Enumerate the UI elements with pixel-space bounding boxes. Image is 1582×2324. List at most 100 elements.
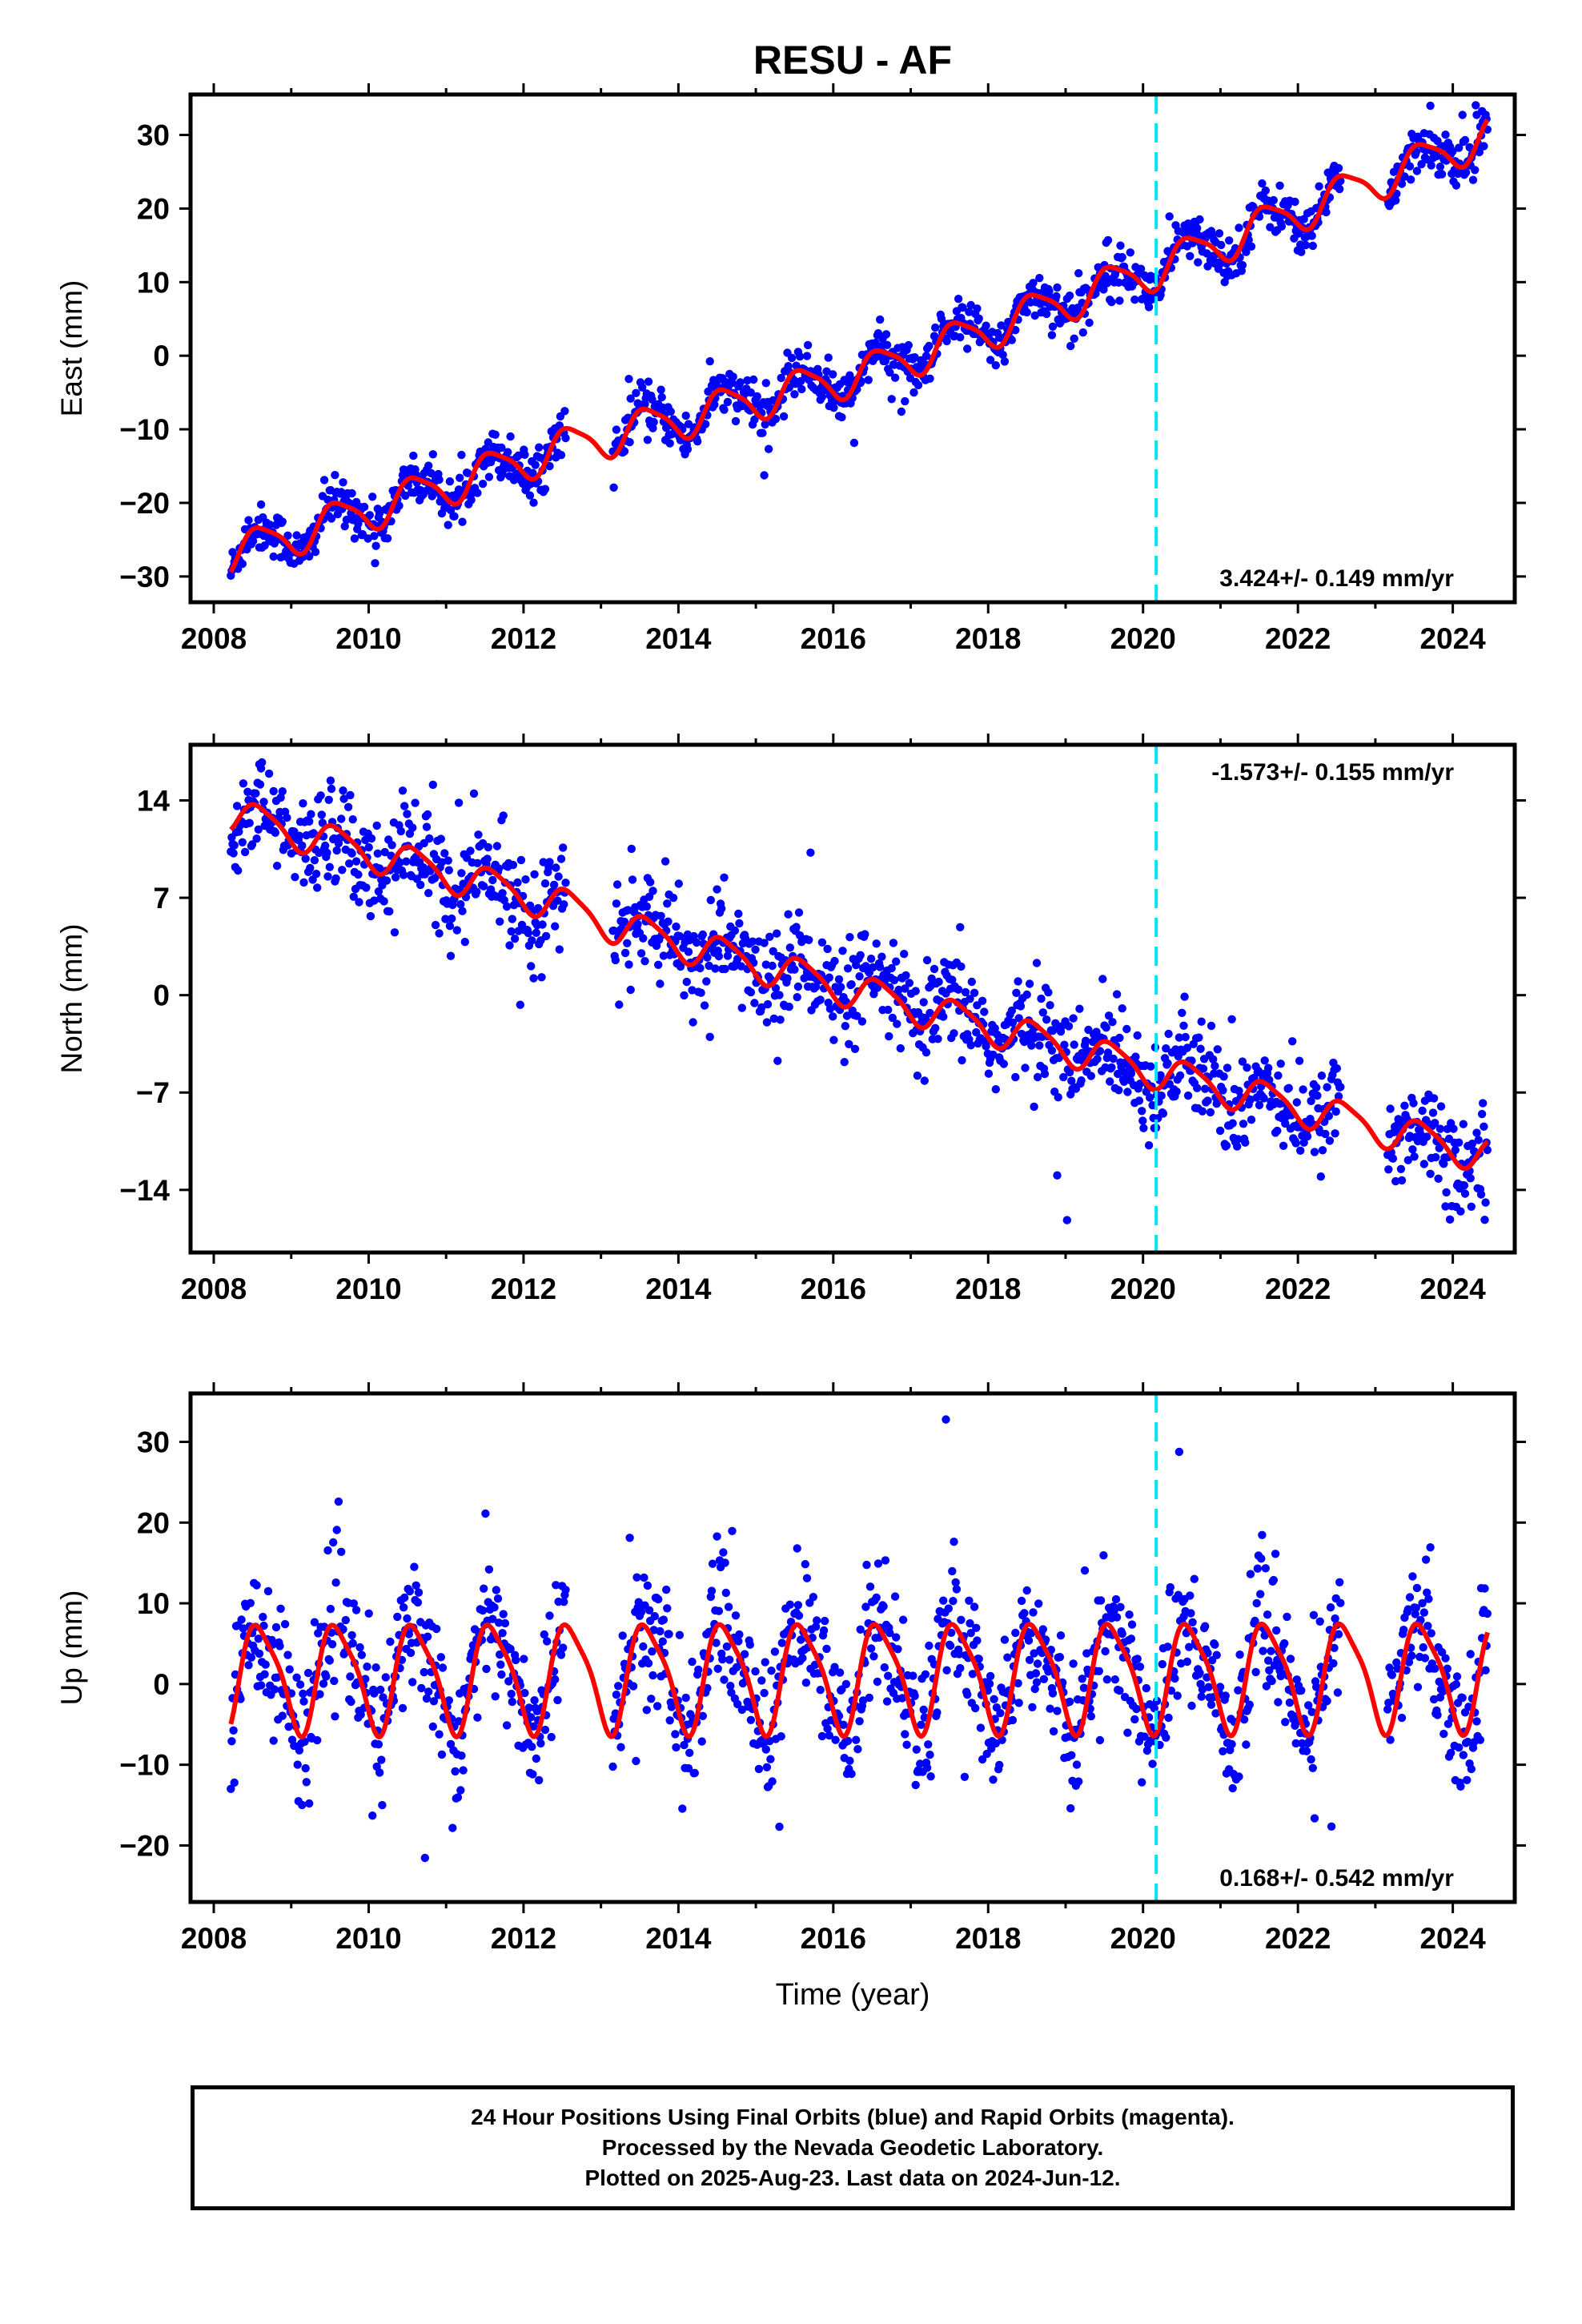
north-data-point xyxy=(327,784,336,794)
up-data-point xyxy=(746,1715,756,1724)
east-data-point xyxy=(705,357,714,366)
north-data-point xyxy=(458,907,467,915)
north-data-point xyxy=(884,1005,893,1015)
north-data-point xyxy=(1107,1063,1116,1072)
north-data-point xyxy=(247,840,257,849)
east-data-point xyxy=(849,438,859,448)
east-data-point xyxy=(657,392,666,402)
up-data-point xyxy=(884,1671,893,1680)
up-x-tick-label: 2008 xyxy=(181,1922,247,1955)
east-data-point xyxy=(624,375,633,384)
east-data-point xyxy=(1458,111,1467,119)
east-x-tick-label: 2018 xyxy=(955,622,1021,655)
up-data-point xyxy=(293,1760,302,1769)
up-data-point xyxy=(446,1739,456,1749)
up-data-point xyxy=(816,1686,825,1695)
east-data-point xyxy=(882,340,892,349)
up-data-point xyxy=(438,1663,448,1672)
north-data-point xyxy=(1163,1059,1172,1068)
north-data-point xyxy=(1243,1063,1251,1072)
east-data-point xyxy=(1193,223,1202,233)
east-data-point xyxy=(643,436,652,444)
up-data-point xyxy=(1458,1693,1467,1703)
up-data-point xyxy=(1336,1598,1345,1607)
north-data-point xyxy=(1098,975,1107,983)
up-data-point xyxy=(559,1643,568,1652)
north-data-point xyxy=(721,964,729,974)
up-data-point xyxy=(688,1657,697,1667)
up-data-point xyxy=(1142,1683,1151,1693)
east-data-point xyxy=(666,407,675,416)
east-data-point xyxy=(864,376,873,384)
east-frame xyxy=(188,92,1517,605)
east-data-point xyxy=(319,476,329,485)
north-data-point xyxy=(457,869,466,878)
east-data-point xyxy=(784,362,793,371)
north-data-point xyxy=(380,847,389,857)
north-data-point xyxy=(1069,1014,1078,1023)
up-data-point xyxy=(968,1670,978,1679)
north-data-point xyxy=(829,1035,838,1044)
north-data-point xyxy=(229,849,238,858)
north-data-point xyxy=(1201,1084,1210,1093)
up-data-point xyxy=(1185,1642,1194,1651)
up-data-point xyxy=(437,1750,447,1759)
north-data-point xyxy=(1436,1102,1446,1111)
up-data-point xyxy=(1476,1735,1485,1744)
up-data-point xyxy=(1262,1682,1271,1691)
east-data-point xyxy=(1203,262,1212,271)
north-data-point xyxy=(367,834,376,843)
up-rate-label: 0.168+/- 0.542 mm/yr xyxy=(1219,1865,1454,1892)
up-data-point xyxy=(1188,1618,1197,1627)
north-data-point xyxy=(508,860,518,870)
north-data-point xyxy=(239,779,248,788)
north-data-point xyxy=(1483,1145,1492,1155)
footer-box: 24 Hour Positions Using Final Orbits (bl… xyxy=(191,2085,1515,2210)
north-data-point xyxy=(838,947,847,955)
north-rate-label: -1.573+/- 0.155 mm/yr xyxy=(1211,759,1454,786)
north-data-point xyxy=(1048,1026,1058,1035)
north-data-point xyxy=(524,928,532,938)
north-data-point xyxy=(1075,1004,1084,1013)
up-data-point xyxy=(404,1630,413,1638)
north-data-point xyxy=(560,900,568,909)
north-data-point xyxy=(1182,1043,1192,1052)
east-data-point xyxy=(1461,168,1471,177)
up-data-point xyxy=(490,1603,499,1612)
up-data-point xyxy=(1028,1703,1037,1711)
north-data-point xyxy=(370,896,379,905)
up-data-point xyxy=(644,1606,654,1615)
up-data-point xyxy=(435,1730,444,1739)
up-data-point xyxy=(720,1675,729,1684)
up-data-point xyxy=(448,1823,457,1832)
east-data-point xyxy=(926,374,934,383)
up-data-point xyxy=(1204,1683,1213,1691)
north-data-point xyxy=(1109,1054,1118,1063)
north-data-point xyxy=(847,980,856,989)
east-data-point xyxy=(683,444,693,454)
up-data-point xyxy=(1463,1775,1472,1784)
east-data-point xyxy=(1297,247,1306,256)
up-data-point xyxy=(852,1735,861,1744)
east-data-point xyxy=(609,483,618,492)
north-data-point xyxy=(298,841,307,850)
up-data-point xyxy=(504,1677,513,1686)
north-data-point xyxy=(793,993,801,1002)
east-data-point xyxy=(464,468,472,477)
north-data-point xyxy=(1307,1096,1315,1106)
east-data-point xyxy=(693,437,702,446)
up-data-point xyxy=(680,1740,689,1750)
north-data-point xyxy=(1318,1146,1327,1155)
up-data-point xyxy=(508,1697,516,1707)
up-data-point xyxy=(722,1642,732,1651)
north-data-point xyxy=(366,911,375,921)
north-data-point xyxy=(785,943,794,952)
up-data-point xyxy=(731,1611,741,1620)
up-data-point xyxy=(985,1679,994,1688)
up-data-point xyxy=(1025,1655,1034,1664)
north-data-point xyxy=(888,1013,897,1023)
footer-line-2: Processed by the Nevada Geodetic Laborat… xyxy=(601,2135,1104,2160)
up-data-point xyxy=(650,1612,659,1621)
up-data-point xyxy=(1186,1591,1195,1600)
north-data-point xyxy=(734,909,743,919)
